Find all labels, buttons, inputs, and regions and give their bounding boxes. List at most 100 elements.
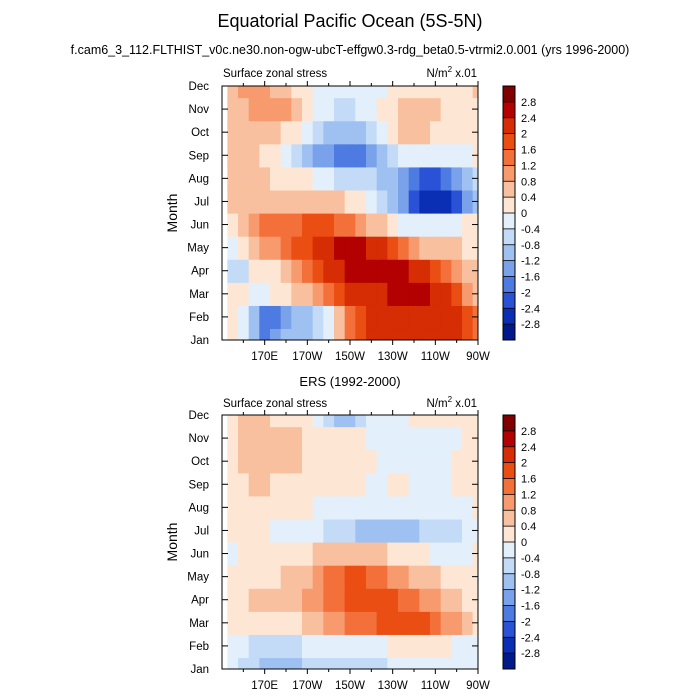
heatmap-cell xyxy=(366,588,378,612)
heatmap-cell xyxy=(238,634,250,659)
heatmap-cell xyxy=(408,565,420,589)
heatmap-cell xyxy=(280,213,292,237)
heatmap-cell xyxy=(408,426,420,451)
heatmap-cell xyxy=(248,542,260,566)
heatmap-cell xyxy=(280,657,292,669)
heatmap-cell xyxy=(312,565,324,589)
colorbar-box xyxy=(503,149,515,166)
heatmap-cell xyxy=(387,97,399,122)
heatmap-cell xyxy=(408,189,420,214)
heatmap-cell xyxy=(387,86,399,99)
heatmap-cell xyxy=(398,495,410,520)
heatmap-cell xyxy=(451,305,463,330)
heatmap-cell xyxy=(419,213,431,237)
heatmap-cell xyxy=(387,634,399,659)
heatmap-cell xyxy=(419,189,431,214)
heatmap-cell xyxy=(302,120,314,145)
heatmap-cell xyxy=(227,305,239,330)
heatmap-cell xyxy=(419,565,431,589)
heatmap-cell xyxy=(334,611,346,635)
heatmap-cell xyxy=(334,120,346,145)
colorbar-label: 0.8 xyxy=(521,505,536,517)
colorbar-label: -1.6 xyxy=(521,601,540,613)
colorbar-box xyxy=(503,86,515,103)
heatmap-cell xyxy=(323,97,335,122)
heatmap-cell xyxy=(270,657,282,669)
heatmap-cell xyxy=(376,588,388,612)
heatmap-cell xyxy=(376,426,388,451)
heatmap-cell xyxy=(387,166,399,191)
heatmap-cell xyxy=(280,259,292,283)
heatmap-cell xyxy=(280,449,292,474)
heatmap-cell xyxy=(334,518,346,543)
heatmap-cell xyxy=(323,542,335,566)
heatmap-cell xyxy=(302,495,314,520)
y-tick-label: Sep xyxy=(189,479,209,491)
heatmap-cell xyxy=(280,328,292,340)
heatmap-cell xyxy=(291,120,303,145)
heatmap-cell xyxy=(334,86,346,99)
x-tick-label: 170W xyxy=(292,351,322,363)
heatmap-cell xyxy=(408,495,420,520)
heatmap-cell xyxy=(291,97,303,122)
colorbar-label: 1.2 xyxy=(521,160,536,172)
heatmap-cell xyxy=(344,86,356,99)
heatmap-cell xyxy=(366,236,378,260)
heatmap-cell xyxy=(366,143,378,168)
heatmap-cell xyxy=(312,282,324,306)
heatmap-cell xyxy=(387,657,399,669)
heatmap-cell xyxy=(366,86,378,99)
heatmap-cell xyxy=(270,518,282,543)
heatmap-cell xyxy=(387,328,399,340)
heatmap-cell xyxy=(227,166,239,191)
heatmap-cell xyxy=(280,305,292,330)
heatmap-cell xyxy=(355,449,367,474)
heatmap-cell xyxy=(259,415,271,428)
colorbar-box xyxy=(503,165,515,182)
heatmap-cell xyxy=(312,120,324,145)
colorbar-box xyxy=(503,197,515,214)
panel-2: ERS (1992-2000) Surface zonal stress N/m2 … xyxy=(164,374,540,692)
heatmap-cell xyxy=(291,213,303,237)
heatmap-cell xyxy=(451,97,463,122)
heatmap-cell xyxy=(323,305,335,330)
heatmap-cell xyxy=(398,449,410,474)
heatmap-cell xyxy=(344,259,356,283)
heatmap-cell xyxy=(227,518,239,543)
heatmap-cell xyxy=(398,305,410,330)
heatmap-cell xyxy=(451,415,463,428)
heatmap-cell xyxy=(419,415,431,428)
heatmap-cell xyxy=(344,518,356,543)
heatmap-cell xyxy=(334,143,346,168)
y-tick-label: Jul xyxy=(194,196,209,208)
heatmap-cell xyxy=(227,120,239,145)
colorbar-label: 2 xyxy=(521,129,527,141)
heatmap-cell xyxy=(440,189,452,214)
heatmap-cell xyxy=(312,472,324,497)
heatmap-cell xyxy=(398,542,410,566)
heatmap-cell xyxy=(408,634,420,659)
heatmap-cell xyxy=(248,415,260,428)
heatmap-cell xyxy=(270,588,282,612)
heatmap-cell xyxy=(227,565,239,589)
heatmap-cell xyxy=(376,634,388,659)
heatmap-cell xyxy=(440,657,452,669)
heatmap-cell xyxy=(323,259,335,283)
heatmap-cell xyxy=(376,143,388,168)
heatmap-cell xyxy=(312,166,324,191)
heatmap-cell xyxy=(408,120,420,145)
heatmap-cell xyxy=(334,426,346,451)
y-tick-label: Feb xyxy=(189,641,209,653)
heatmap-cell xyxy=(387,495,399,520)
heatmap-cell xyxy=(355,495,367,520)
heatmap-cell xyxy=(451,143,463,168)
colorbar-box xyxy=(503,181,515,198)
colorbar: 2.8 2.4 2 1.6 1.2 0.8 0.4 0 -0.4 -0.8 -1.2 -1.6 -2 -2… xyxy=(502,414,540,670)
colorbar-box xyxy=(503,117,515,134)
heatmap-cell xyxy=(323,611,335,635)
heatmap-cell xyxy=(259,634,271,659)
colorbar-box xyxy=(503,276,515,293)
heatmap-cell xyxy=(344,657,356,669)
heatmap-cell xyxy=(376,328,388,340)
heatmap-cell xyxy=(376,86,388,99)
